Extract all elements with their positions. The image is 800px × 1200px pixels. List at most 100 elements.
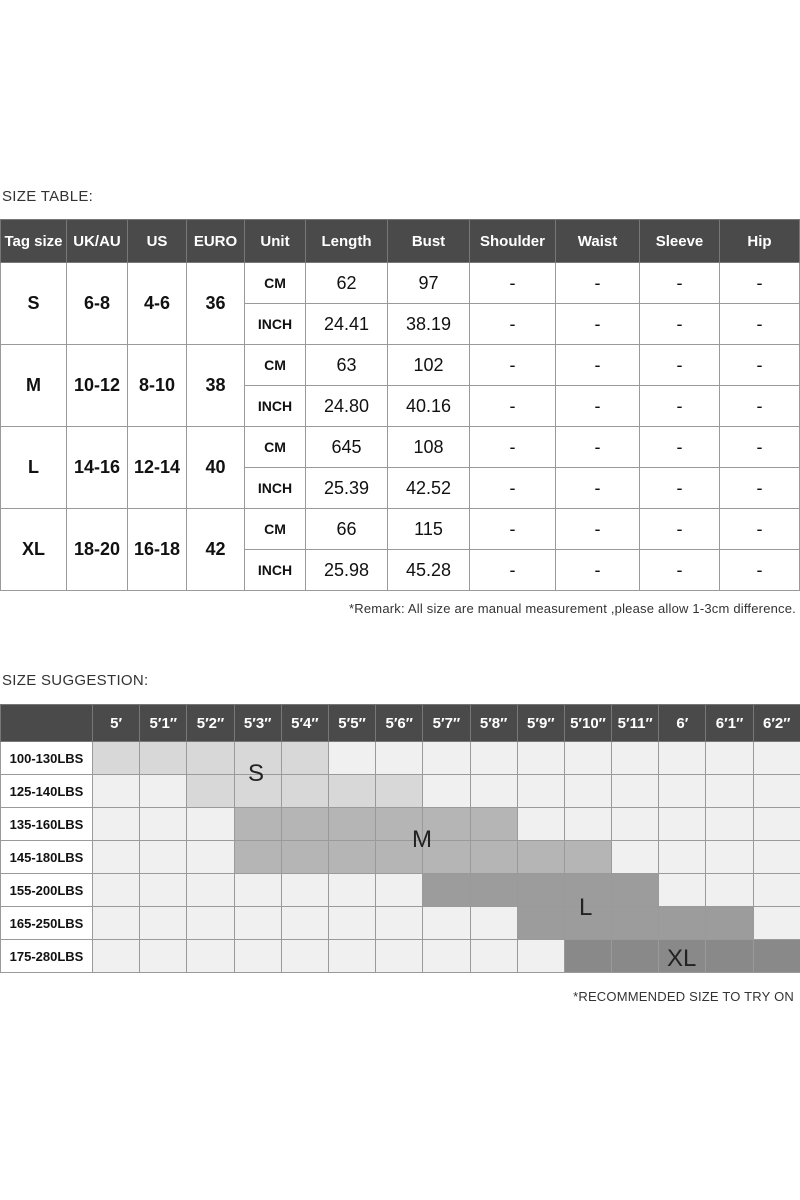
- size-label-l: L: [579, 894, 593, 921]
- weight-label: 165-250LBS: [0, 906, 93, 940]
- measurement-cell: -: [719, 549, 800, 591]
- size-tag-cell: M: [0, 344, 67, 427]
- corner-cell: [0, 704, 93, 742]
- empty-cell: [186, 906, 235, 940]
- weight-label: 125-140LBS: [0, 774, 93, 808]
- measurement-cell: -: [469, 508, 556, 550]
- height-header-cell: 5′7″: [422, 704, 471, 742]
- size-zone-cell: [91, 741, 141, 775]
- measurement-cell: 40.16: [387, 385, 470, 427]
- unit-cell: CM: [244, 262, 306, 304]
- empty-cell: [186, 873, 235, 907]
- unit-cell: INCH: [244, 467, 306, 509]
- empty-cell: [91, 807, 141, 841]
- empty-cell: [91, 774, 141, 808]
- size-label-s: S: [248, 760, 265, 787]
- empty-cell: [422, 774, 471, 808]
- measurement-cell: -: [639, 508, 720, 550]
- height-header-row: 5′ 5′1″ 5′2″ 5′3″ 5′4″ 5′5″ 5′6″ 5′7″ 5′8″ 5′9″ 5′…: [0, 704, 800, 742]
- empty-cell: [280, 873, 329, 907]
- measurement-cell: -: [639, 303, 720, 345]
- empty-cell: [658, 774, 707, 808]
- size-table-body: S 6-8 4-6 36 CM 62 97- - - - INCH 24.41 38.19- - - - M 10…: [0, 262, 800, 591]
- unit-cell: CM: [244, 426, 306, 468]
- size-us-cell: 16-18: [127, 508, 187, 591]
- size-zone-cell: [469, 873, 518, 907]
- measurement-cell: -: [469, 303, 556, 345]
- unit-cell: CM: [244, 508, 306, 550]
- size-uk-cell: 6-8: [66, 262, 128, 345]
- empty-cell: [516, 807, 565, 841]
- size-zone-cell: [422, 873, 471, 907]
- recommendation-footnote: *RECOMMENDED SIZE TO TRY ON: [573, 989, 794, 1004]
- size-zone-cell: [280, 840, 329, 874]
- size-zone-cell: [280, 741, 329, 775]
- weight-label: 175-280LBS: [0, 939, 93, 973]
- weight-row: 100-130LBS: [0, 741, 800, 775]
- size-row-inch: INCH 24.41 38.19- - - -: [1, 303, 800, 345]
- size-euro-cell: 36: [186, 262, 245, 345]
- measurement-cell: -: [719, 303, 800, 345]
- size-zone-cell: [563, 906, 613, 940]
- empty-cell: [233, 939, 282, 973]
- measurement-cell: 42.52: [387, 467, 470, 509]
- empty-cell: [139, 807, 188, 841]
- size-zone-cell: [327, 774, 377, 808]
- empty-cell: [705, 873, 754, 907]
- unit-cell: CM: [244, 344, 306, 386]
- size-zone-cell: [516, 840, 565, 874]
- height-header-cell: 5′5″: [327, 704, 377, 742]
- size-zone-cell: [375, 840, 424, 874]
- measurement-cell: 102: [387, 344, 470, 386]
- measurement-cell: -: [555, 303, 640, 345]
- size-header-cell: Shoulder: [469, 219, 556, 263]
- measurement-cell: -: [555, 344, 640, 386]
- measurement-cell: 24.80: [305, 385, 388, 427]
- empty-cell: [91, 906, 141, 940]
- size-uk-cell: 10-12: [66, 344, 128, 427]
- unit-cell: INCH: [244, 385, 306, 427]
- empty-cell: [752, 906, 800, 940]
- measurement-cell: -: [555, 467, 640, 509]
- measurement-cell: 645: [305, 426, 388, 468]
- empty-cell: [139, 939, 188, 973]
- empty-cell: [563, 741, 613, 775]
- size-zone-cell: [422, 807, 471, 841]
- height-header-cell: 5′6″: [375, 704, 424, 742]
- empty-cell: [139, 906, 188, 940]
- size-zone-cell: [327, 840, 377, 874]
- measurement-cell: -: [639, 344, 720, 386]
- size-zone-cell: [752, 939, 800, 973]
- weight-row: 165-250LBS: [0, 906, 800, 940]
- size-suggestion-title: SIZE SUGGESTION:: [2, 672, 149, 689]
- measurement-cell: 25.39: [305, 467, 388, 509]
- measurement-cell: -: [639, 262, 720, 304]
- empty-cell: [327, 873, 377, 907]
- size-zone-cell: [327, 807, 377, 841]
- empty-cell: [91, 840, 141, 874]
- size-zone-cell: [563, 939, 613, 973]
- size-header-cell: Sleeve: [639, 219, 720, 263]
- height-header-cell: 5′8″: [469, 704, 518, 742]
- empty-cell: [327, 741, 377, 775]
- weight-row: 135-160LBS: [0, 807, 800, 841]
- size-header-cell: Waist: [555, 219, 640, 263]
- measurement-cell: -: [719, 426, 800, 468]
- size-euro-cell: 42: [186, 508, 245, 591]
- empty-cell: [752, 873, 800, 907]
- measurement-cell: -: [639, 385, 720, 427]
- empty-cell: [186, 939, 235, 973]
- height-header-cell: 5′1″: [139, 704, 188, 742]
- empty-cell: [469, 906, 518, 940]
- measurement-cell: -: [639, 467, 720, 509]
- empty-cell: [186, 840, 235, 874]
- size-tag-cell: XL: [0, 508, 67, 591]
- empty-cell: [752, 840, 800, 874]
- empty-cell: [516, 741, 565, 775]
- empty-cell: [516, 939, 565, 973]
- size-zone-cell: [233, 840, 282, 874]
- size-us-cell: 4-6: [127, 262, 187, 345]
- size-us-cell: 12-14: [127, 426, 187, 509]
- empty-cell: [563, 774, 613, 808]
- empty-cell: [705, 807, 754, 841]
